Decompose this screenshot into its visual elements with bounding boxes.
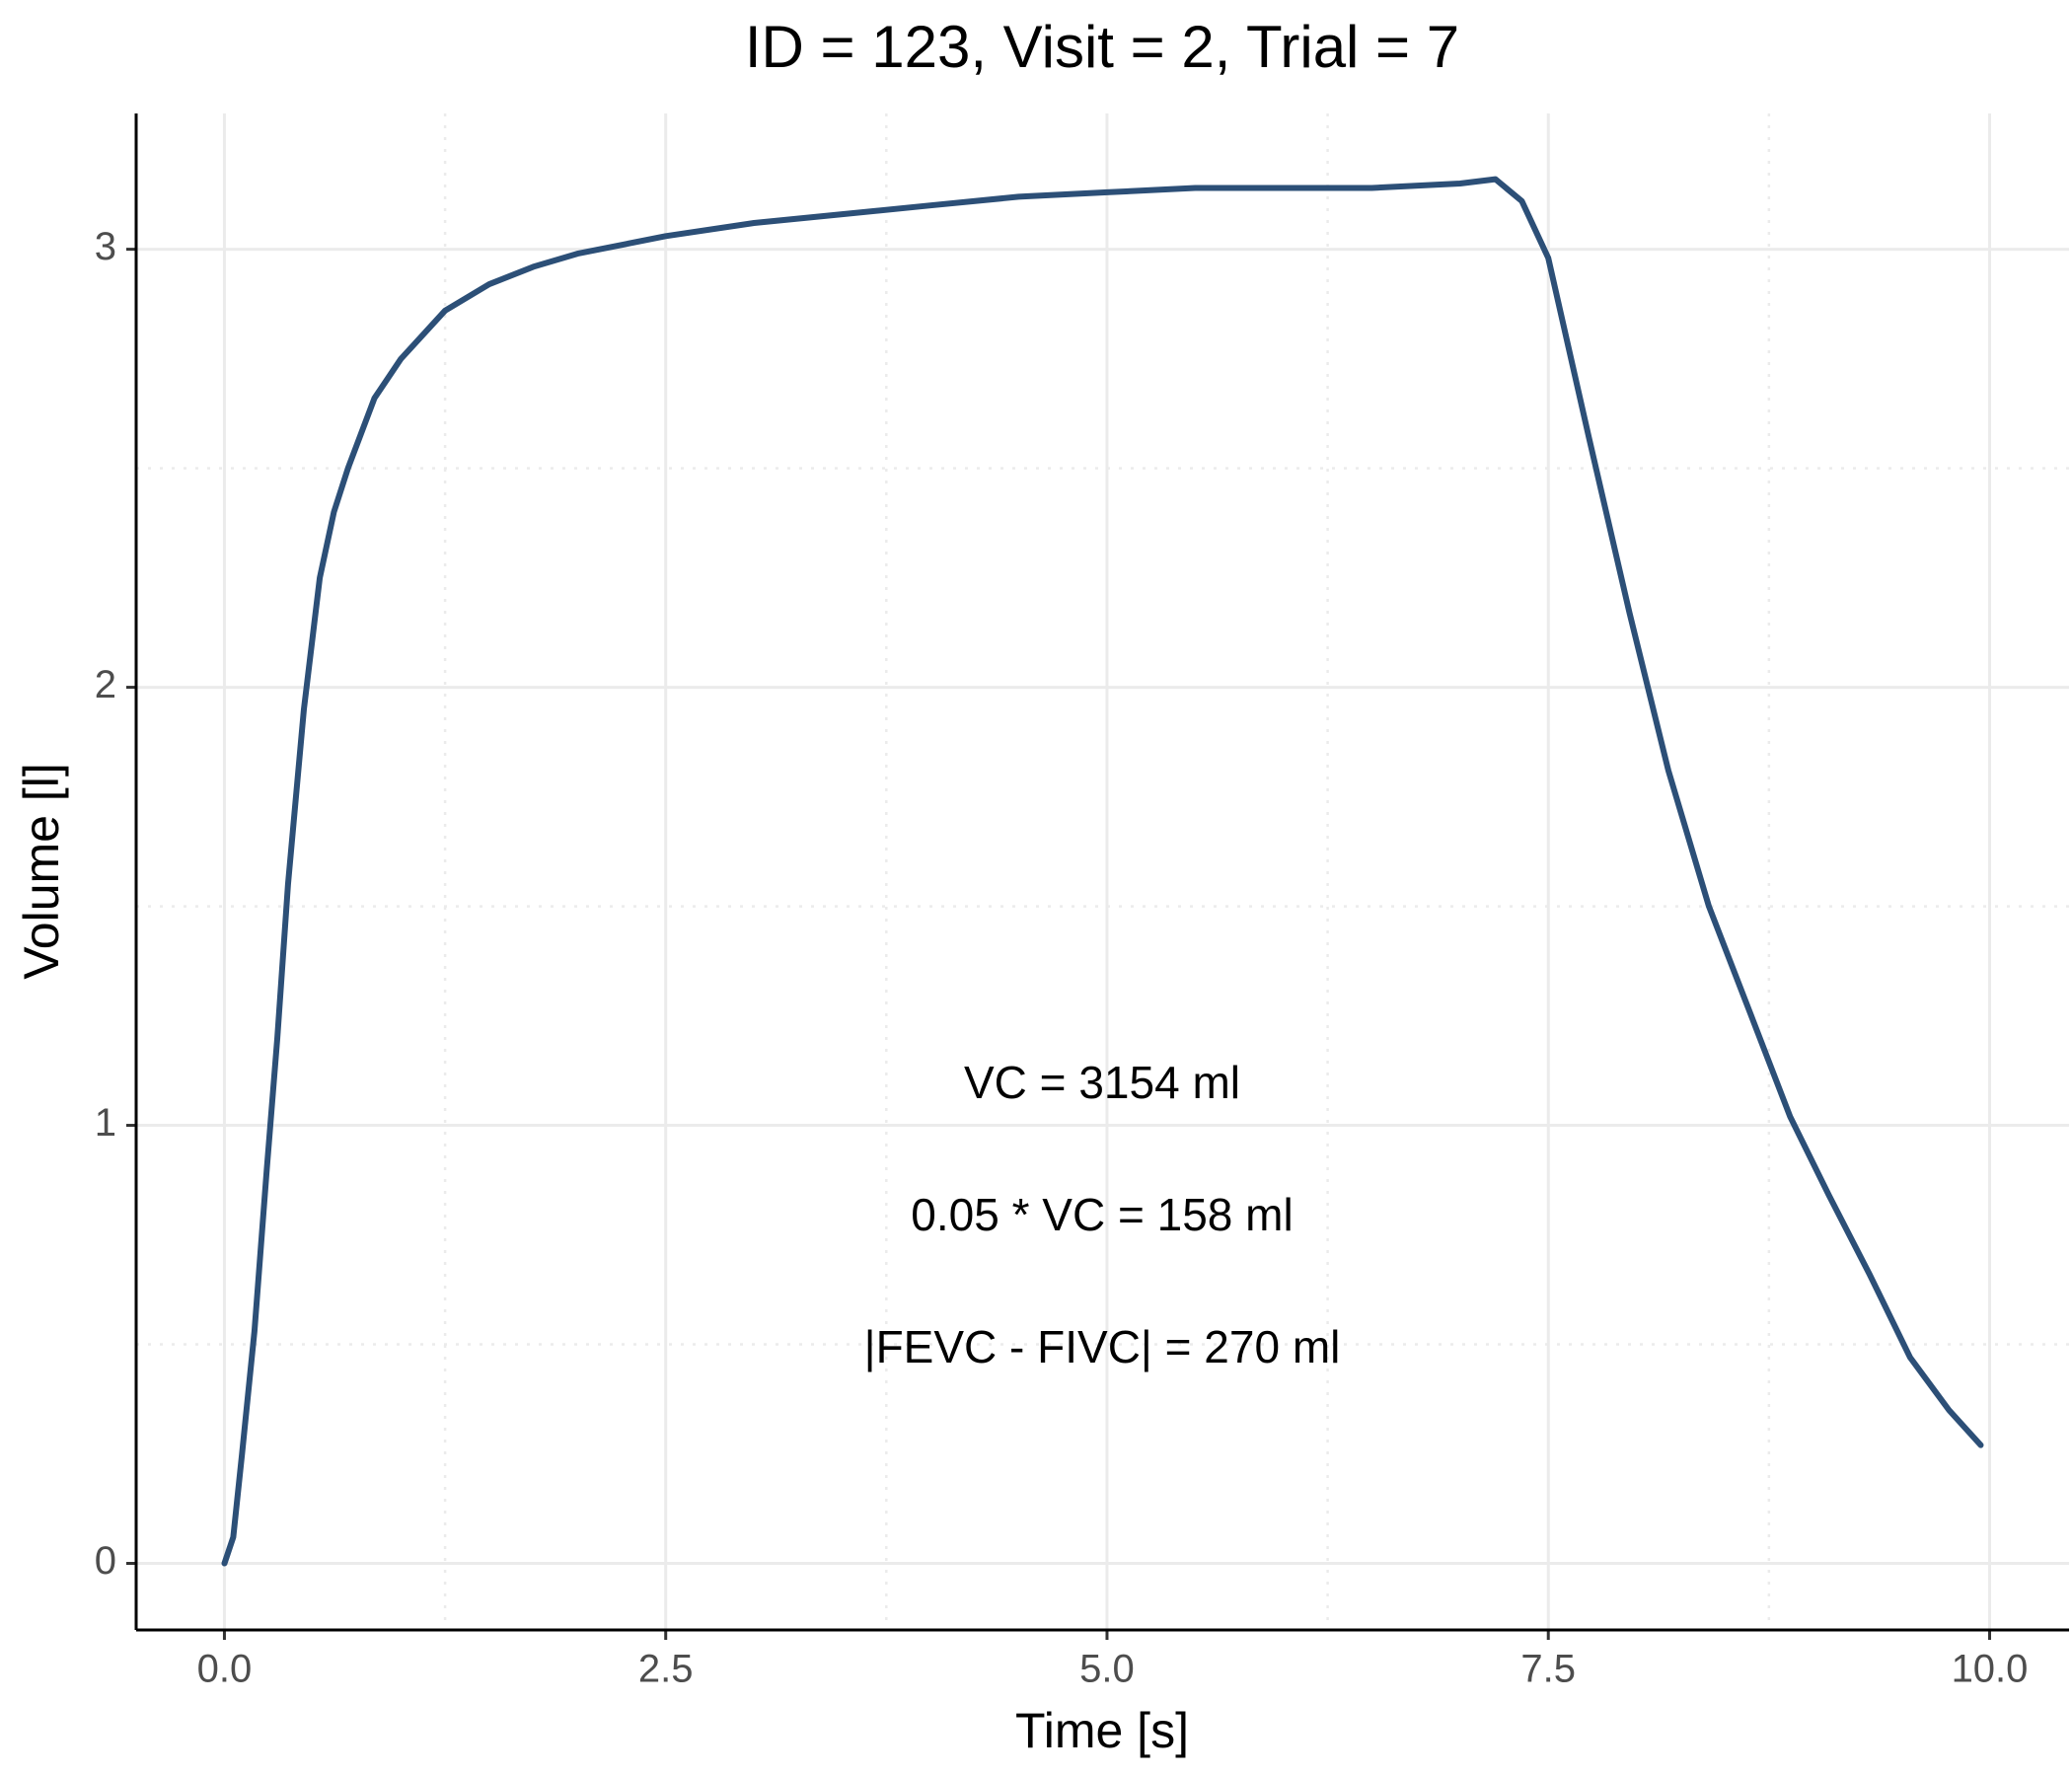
annotation: VC = 3154 ml [964,1057,1240,1108]
x-tick-label: 10.0 [1952,1648,2029,1691]
x-tick-label: 7.5 [1520,1648,1576,1691]
x-tick-label: 5.0 [1079,1648,1135,1691]
annotation: |FEVC - FIVC| = 270 ml [864,1321,1341,1372]
x-tick-label: 2.5 [638,1648,694,1691]
y-tick-label: 2 [95,663,116,706]
y-tick-label: 3 [95,225,116,268]
x-axis-title: Time [s] [1015,1703,1189,1758]
chart-title: ID = 123, Visit = 2, Trial = 7 [745,14,1459,80]
y-tick-label: 0 [95,1539,116,1583]
annotation: 0.05 * VC = 158 ml [911,1189,1293,1240]
y-tick-label: 1 [95,1101,116,1145]
data-line [221,176,1984,1567]
y-axis-title: Volume [l] [14,763,69,980]
x-tick-label: 0.0 [197,1648,253,1691]
